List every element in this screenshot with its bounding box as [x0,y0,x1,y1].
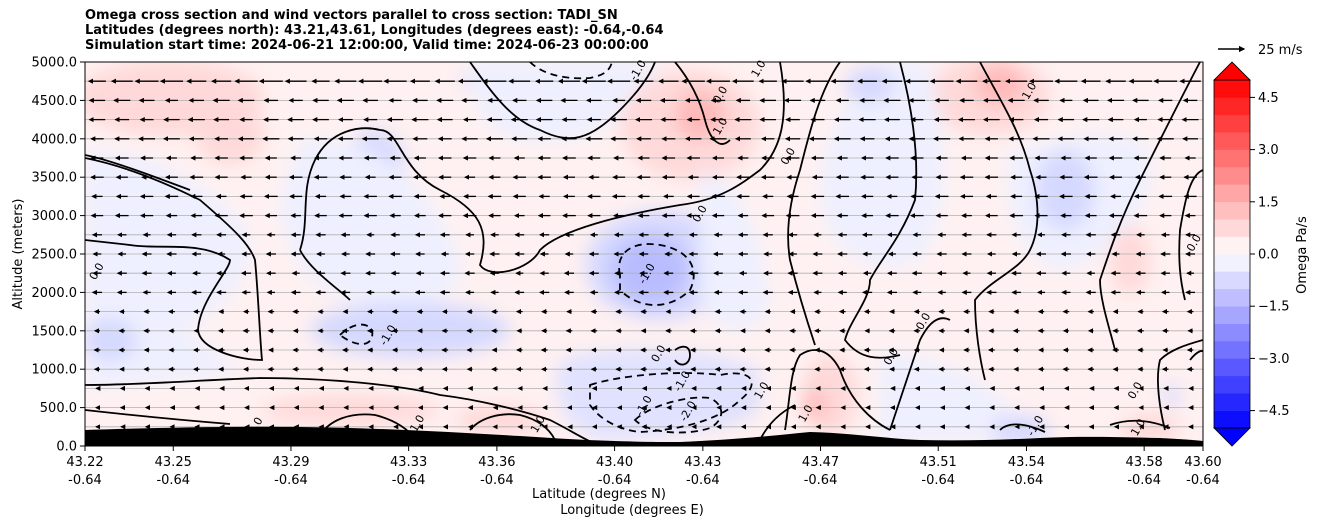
y-tick-label: 2000.0 [32,286,78,301]
colorbar-bin [1214,393,1250,411]
y-tick-label: 5000.0 [32,56,78,71]
colorbar-tick-label: −4.5 [1258,404,1290,419]
colorbar: −4.5 −3.0 −1.5 0.0 1.5 3.0 4.5 [1213,61,1290,447]
x-tick-label-lon: -0.64 [68,473,102,488]
chart-title-line-1: Omega cross section and wind vectors par… [85,8,618,23]
colorbar-bin [1214,201,1250,220]
colorbar-bin [1214,219,1250,237]
colorbar-bin [1214,167,1250,185]
y-tick-label: 1500.0 [32,324,78,339]
colorbar-tick-label: 4.5 [1258,91,1279,106]
colorbar-bin [1214,410,1250,429]
colorbar-extend-high [1213,61,1251,81]
x-axis: 43.22 -0.64 43.25 -0.64 43.29 -0.64 43.33 -0.64… [66,446,1222,488]
x-tick-label-lat: 43.60 [1184,455,1221,470]
x-tick-label-lat: 43.29 [272,455,309,470]
x-tick-label-lat: 43.54 [1008,455,1045,470]
colorbar-bin [1214,341,1250,359]
wind-vectors [87,78,1201,430]
x-tick-label-lon: -0.64 [392,473,426,488]
colorbar-bin [1214,97,1250,116]
colorbar-label: Omega Pa/s [1295,216,1310,294]
colorbar-bin [1214,80,1250,98]
y-tick-label: 2500.0 [32,248,78,263]
x-tick-label-lon: -0.64 [804,473,838,488]
colorbar-bin [1214,132,1250,150]
colorbar-tick-label: −3.0 [1258,352,1290,367]
colorbar-bin [1214,184,1250,203]
colorbar-tick-label: 1.5 [1258,195,1279,210]
quiver-key-label: 25 m/s [1258,43,1303,58]
colorbar-bin [1214,288,1250,307]
y-tick-label: 3500.0 [32,171,78,186]
x-tick-label-lat: 43.40 [596,455,633,470]
y-tick-label: 4000.0 [32,132,78,147]
x-axis-label-latitude: Latitude (degrees N) [532,487,666,502]
y-tick-label: 500.0 [40,401,77,416]
chart-title-line-3: Simulation start time: 2024-06-21 12:00:… [85,38,649,53]
x-axis-label-longitude: Longitude (degrees E) [560,503,704,518]
colorbar-tick-label: 0.0 [1258,248,1279,263]
omega-filled-contours [85,62,1203,446]
x-tick-label-lon: -0.64 [1010,473,1044,488]
x-tick-label-lon: -0.64 [598,473,632,488]
colorbar-bin [1214,271,1250,290]
x-tick-label-lat: 43.25 [155,455,192,470]
x-tick-label-lon: -0.64 [921,473,955,488]
colorbar-bin [1214,114,1250,133]
y-tick-label: 0.0 [56,440,77,455]
x-tick-label-lon: -0.64 [274,473,308,488]
colorbar-extend-low [1213,427,1251,447]
y-tick-label: 4500.0 [32,94,78,109]
y-tick-label: 3000.0 [32,209,78,224]
terrain-silhouette [85,426,1203,446]
y-axis: 0.0 500.0 1000.0 1500.0 2000.0 2500.0 3000.0 35… [32,56,85,455]
x-tick-label-lon: -0.64 [480,473,514,488]
colorbar-bin [1214,358,1250,377]
x-tick-label-lat: 43.43 [684,455,721,470]
colorbar-bin [1214,375,1250,394]
x-tick-label-lat: 43.47 [802,455,839,470]
x-tick-label-lat: 43.51 [920,455,957,470]
x-tick-label-lon: -0.64 [1127,473,1161,488]
colorbar-bin [1214,254,1250,272]
x-tick-label-lat: 43.22 [66,455,103,470]
y-axis-label: Altitude (meters) [11,199,26,310]
colorbar-bin [1214,236,1250,255]
colorbar-tick-label: −1.5 [1258,300,1290,315]
x-tick-label-lon: -0.64 [1186,473,1220,488]
colorbar-bin [1214,149,1250,168]
x-tick-label-lat: 43.33 [390,455,427,470]
colorbar-tick-label: 3.0 [1258,143,1279,158]
colorbar-bin [1214,306,1250,324]
colorbar-bin [1214,323,1250,342]
x-tick-label-lon: -0.64 [686,473,720,488]
x-tick-label-lat: 43.36 [478,455,515,470]
y-tick-label: 1000.0 [32,363,78,378]
x-tick-label-lat: 43.58 [1126,455,1163,470]
x-tick-label-lon: -0.64 [156,473,190,488]
omega-contour-lines [85,62,1203,446]
chart-title-line-2: Latitudes (degrees north): 43.21,43.61, … [85,23,664,38]
